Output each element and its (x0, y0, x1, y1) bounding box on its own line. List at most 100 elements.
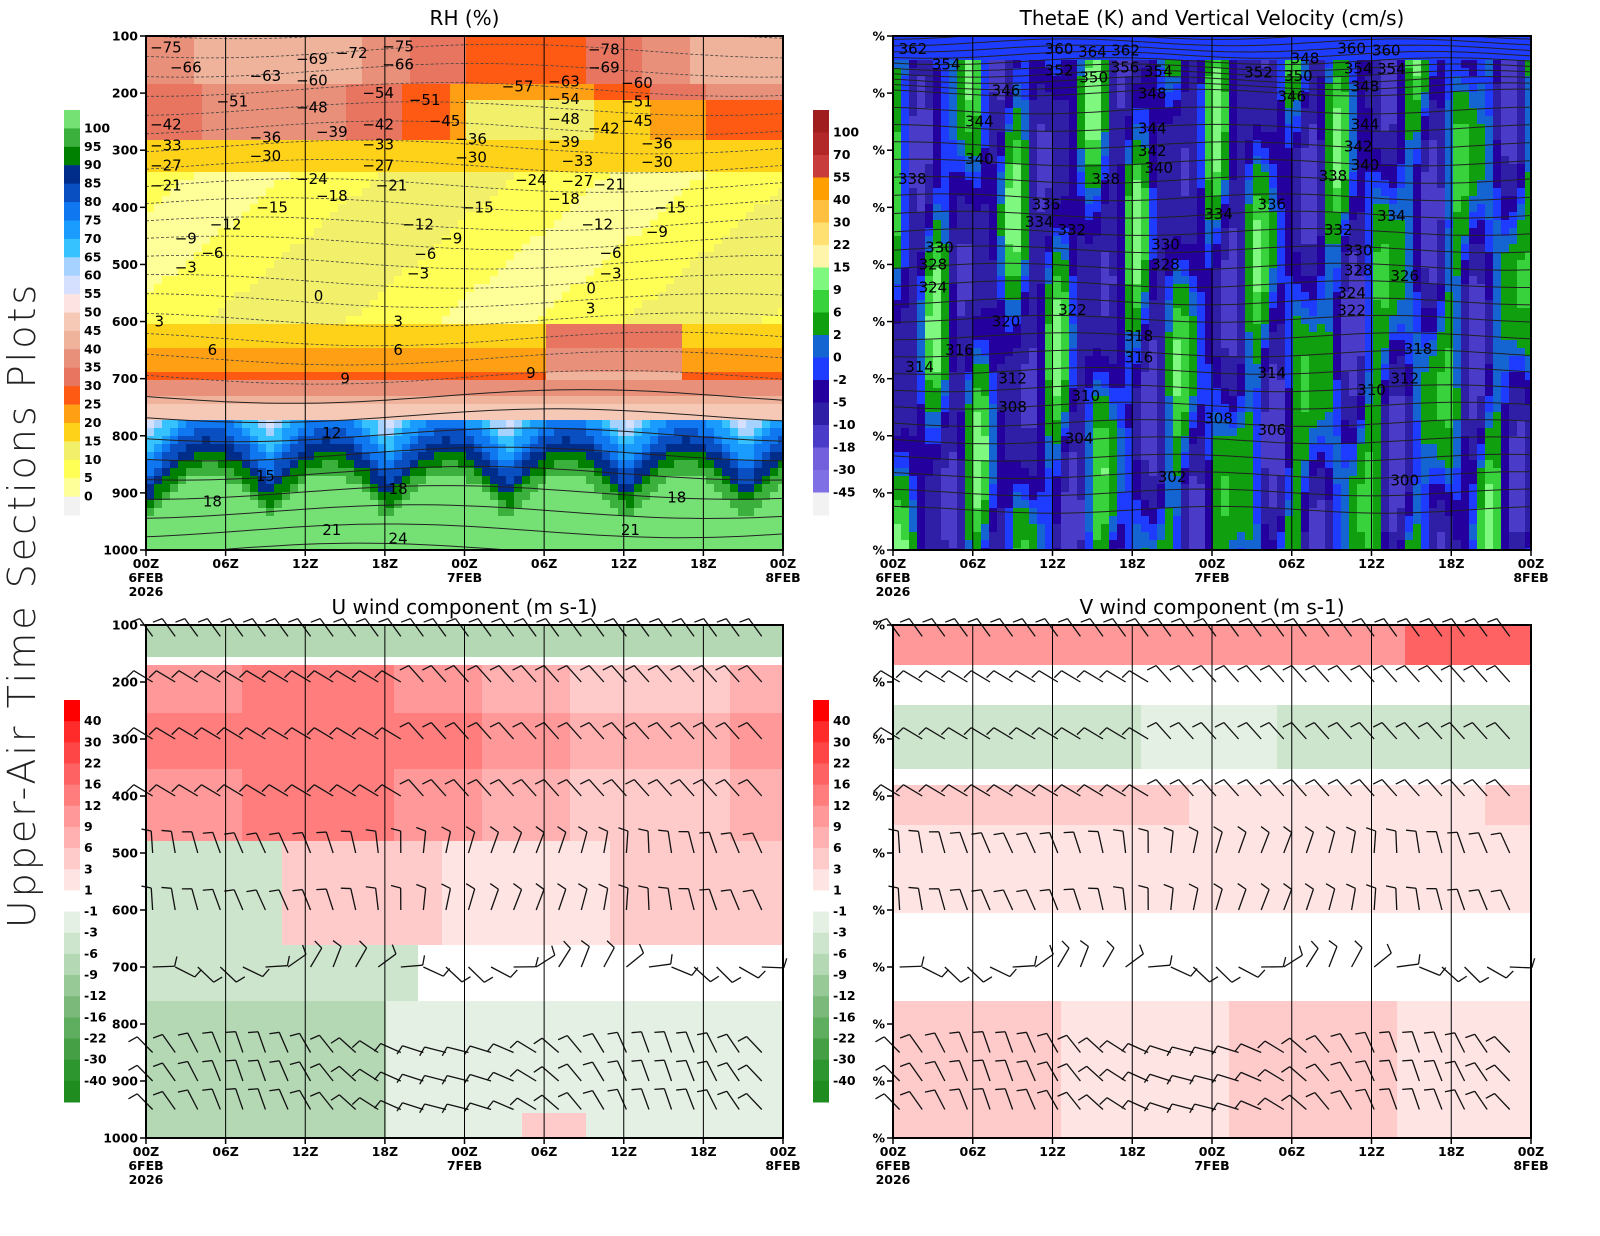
rh-cell (418, 412, 427, 421)
rh-cell (754, 292, 763, 301)
rh-cell (434, 116, 443, 125)
rh-cell (202, 516, 211, 525)
rh-cell (458, 476, 467, 485)
rh-cell (570, 268, 579, 277)
rh-cell (698, 484, 707, 493)
rh-cell (186, 292, 195, 301)
rh-cell (194, 212, 203, 221)
rh-cell (378, 60, 387, 69)
rh-cell (250, 452, 259, 461)
rh-cell (298, 524, 307, 533)
rh-cell (586, 148, 595, 157)
rh-cell (362, 220, 371, 229)
rh-cell (394, 100, 403, 109)
rh-cell (562, 220, 571, 229)
rh-cell (674, 540, 683, 549)
rh-cell (506, 300, 515, 309)
rh-cell (394, 332, 403, 341)
rh-cell (386, 428, 395, 437)
rh-cell (586, 52, 595, 61)
rh-cell (354, 228, 363, 237)
rh-cell (530, 244, 539, 253)
rh-cell (482, 76, 491, 85)
rh-cell (154, 84, 163, 93)
rh-cell (282, 388, 291, 397)
rh-cell (690, 428, 699, 437)
rh-cell (170, 428, 179, 437)
rh-cell (418, 500, 427, 509)
rh-cell (714, 468, 723, 477)
rh-cell (674, 100, 683, 109)
rh-cell (314, 252, 323, 261)
rh-cell (618, 36, 627, 45)
rh-cell (394, 436, 403, 445)
rh-cell (754, 388, 763, 397)
rh-cell (178, 68, 187, 77)
rh-cell (354, 364, 363, 373)
rh-cell (738, 36, 747, 45)
rh-cell (330, 444, 339, 453)
rh-cell (546, 108, 555, 117)
rh-cell (426, 84, 435, 93)
rh-cell (170, 84, 179, 93)
rh-cell (578, 124, 587, 133)
rh-cell (250, 508, 259, 517)
rh-cell (410, 468, 419, 477)
rh-cell (530, 180, 539, 189)
rh-cell (338, 148, 347, 157)
rh-cell (202, 500, 211, 509)
rh-cell (594, 76, 603, 85)
rh-cell (434, 260, 443, 269)
rh-cell (482, 276, 491, 285)
rh-cell (578, 196, 587, 205)
rh-cell (418, 252, 427, 261)
rh-cell (690, 532, 699, 541)
rh-cell (410, 100, 419, 109)
rh-cell (306, 388, 315, 397)
rh-cell (522, 516, 531, 525)
rh-cell (498, 236, 507, 245)
rh-cell (642, 412, 651, 421)
rh-cell (570, 444, 579, 453)
rh-cell (586, 212, 595, 221)
rh-cell (730, 476, 739, 485)
rh-cell (690, 444, 699, 453)
rh-cell (266, 132, 275, 141)
rh-cell (690, 172, 699, 181)
rh-cell (682, 308, 691, 317)
rh-cell (258, 444, 267, 453)
rh-cell (418, 348, 427, 357)
rh-cell (258, 140, 267, 149)
rh-cell (698, 396, 707, 405)
rh-cell (298, 372, 307, 381)
rh-cell (370, 300, 379, 309)
rh-cell (178, 260, 187, 269)
rh-cell (306, 76, 315, 85)
rh-cell (162, 540, 171, 549)
rh-cell (338, 164, 347, 173)
rh-cell (210, 36, 219, 45)
rh-cell (386, 508, 395, 517)
rh-cell (402, 228, 411, 237)
rh-cell (546, 324, 555, 333)
rh-cell (210, 492, 219, 501)
rh-cell (522, 292, 531, 301)
rh-cell (314, 260, 323, 269)
rh-cell (186, 356, 195, 365)
rh-cell (522, 540, 531, 549)
rh-cell (514, 188, 523, 197)
rh-cell (186, 324, 195, 333)
rh-cell (754, 100, 763, 109)
rh-cell (386, 220, 395, 229)
rh-cell (418, 380, 427, 389)
rh-cell (690, 148, 699, 157)
rh-cell (698, 188, 707, 197)
rh-cell (218, 196, 227, 205)
rh-cell (658, 348, 667, 357)
rh-cell (338, 268, 347, 277)
rh-cell (546, 180, 555, 189)
rh-cell (546, 500, 555, 509)
rh-cell (250, 116, 259, 125)
rh-cell (698, 212, 707, 221)
rh-cell (602, 84, 611, 93)
